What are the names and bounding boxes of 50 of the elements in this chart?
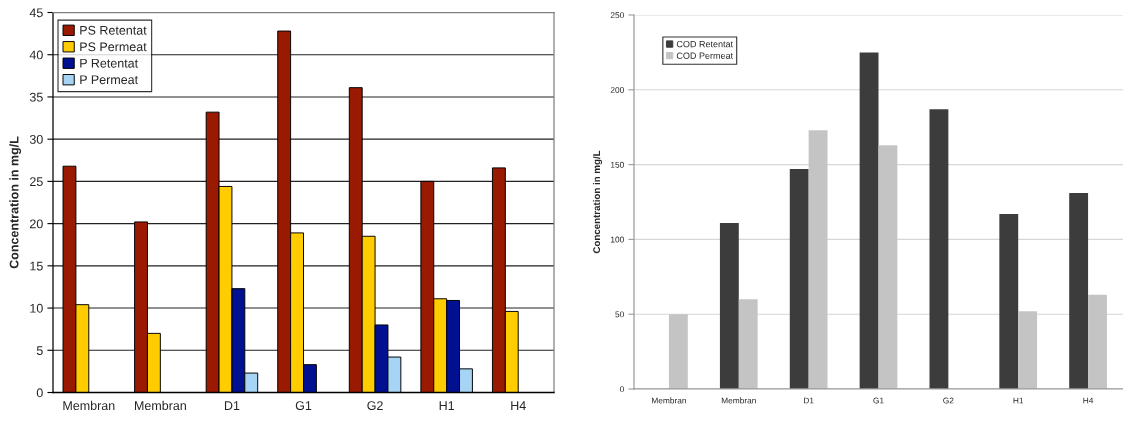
x-tick-label: G1: [873, 397, 884, 404]
y-axis-title: Concentration in mg/L: [9, 136, 22, 269]
y-axis-title: Concentration in mg/L: [592, 150, 603, 254]
y-tick-label: 150: [611, 161, 624, 168]
bar: [999, 213, 1019, 389]
y-tick-label: 25: [30, 177, 43, 187]
y-tick-label: 0: [619, 386, 624, 393]
x-tick-label: G2: [943, 397, 954, 404]
legend-label: COD Retentat: [676, 40, 734, 48]
x-tick-label: H4: [511, 401, 526, 410]
y-tick-label: 200: [610, 87, 624, 93]
y-tick-label: 100: [611, 236, 624, 243]
bar: [1069, 193, 1089, 389]
bar: [789, 169, 809, 389]
x-tick-label: D1: [224, 401, 240, 410]
bar: [1088, 294, 1107, 389]
bar: [1018, 311, 1038, 389]
legend-label: PS Retentat: [80, 25, 147, 35]
y-tick-label: 40: [29, 50, 43, 60]
x-tick-label: H4: [1083, 397, 1094, 404]
legend-label: P Permeat: [80, 75, 138, 85]
bar: [808, 130, 828, 389]
x-tick-label: Membran: [652, 397, 686, 404]
x-tick-label: D1: [804, 397, 814, 404]
legend-label: PS Permeat: [80, 42, 147, 52]
y-tick-label: 30: [29, 134, 43, 144]
legend-label: P Retentat: [80, 58, 139, 68]
y-tick-label: 45: [29, 8, 43, 18]
x-tick-label: Membran: [721, 397, 756, 404]
y-tick-label: 50: [615, 311, 624, 318]
bar: [929, 109, 949, 389]
x-tick-label: G1: [295, 401, 312, 411]
y-tick-label: 20: [30, 219, 43, 229]
x-tick-label: Membran: [134, 400, 186, 411]
x-tick-label: H1: [439, 401, 455, 410]
y-tick-label: 35: [29, 92, 43, 102]
x-tick-label: G2: [367, 401, 383, 411]
bar: [668, 314, 688, 389]
y-tick-label: 10: [30, 303, 43, 313]
bar: [719, 222, 739, 389]
y-tick-label: 15: [30, 261, 43, 271]
bar: [878, 145, 898, 389]
legend-label: COD Permeat: [676, 52, 734, 59]
y-tick-label: 5: [36, 346, 43, 355]
x-tick-label: Membran: [63, 400, 115, 411]
y-tick-label: 0: [36, 388, 43, 398]
x-tick-label: H1: [1013, 397, 1024, 404]
y-tick-label: 250: [610, 12, 624, 19]
bar: [738, 299, 758, 389]
bar: [859, 52, 879, 389]
